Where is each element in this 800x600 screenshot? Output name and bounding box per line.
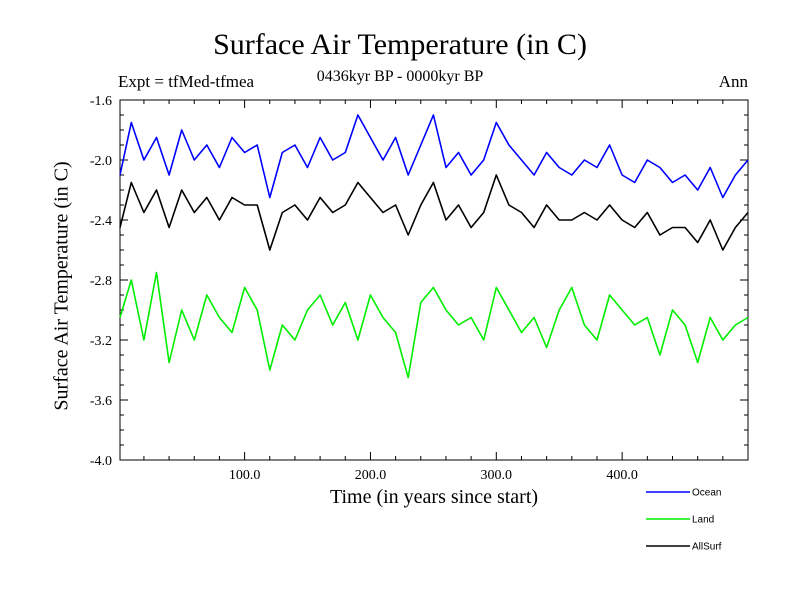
plot-frame <box>119 99 749 461</box>
legend-label-ocean: Ocean <box>692 488 721 499</box>
y-tick-label: -3.2 <box>90 334 112 349</box>
legend-label-land: Land <box>692 515 714 526</box>
x-tick-label: 400.0 <box>606 468 638 483</box>
chart-subtitle: 0436kyr BP - 0000kyr BP <box>316 68 484 85</box>
y-tick-label: -2.8 <box>90 274 112 289</box>
series-line-ocean <box>119 114 749 199</box>
x-tick-label: 100.0 <box>229 468 261 483</box>
series-line-allsurf <box>119 174 749 251</box>
legend-label-allsurf: AllSurf <box>692 542 722 553</box>
y-tick-label: -1.6 <box>90 94 112 109</box>
season-label: Ann <box>718 72 748 91</box>
x-tick-label: 200.0 <box>355 468 387 483</box>
y-tick-label: -3.6 <box>90 394 112 409</box>
x-tick-label: 300.0 <box>481 468 513 483</box>
x-axis-label: Time (in years since start) <box>329 486 539 508</box>
series-line-land <box>119 271 749 379</box>
chart-title: Surface Air Temperature (in C) <box>213 28 587 61</box>
y-tick-label: -2.4 <box>90 214 112 229</box>
y-tick-label: -2.0 <box>90 154 112 169</box>
y-tick-label: -4.0 <box>90 454 112 469</box>
experiment-label: Expt = tfMed-tfmea <box>118 72 255 91</box>
